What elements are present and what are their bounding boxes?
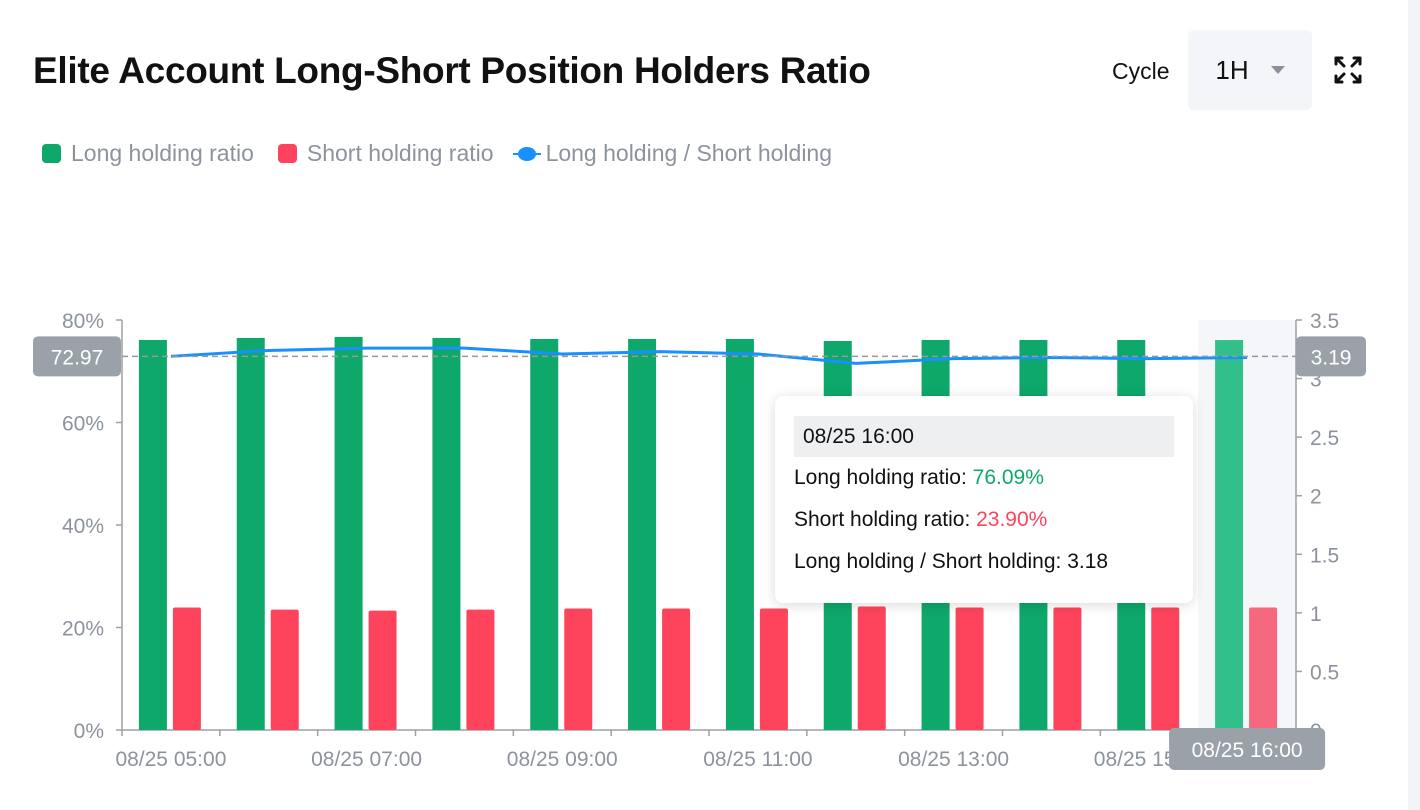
hover-band bbox=[1198, 320, 1296, 730]
tooltip-long-value: 76.09% bbox=[972, 466, 1044, 489]
y-right-tick-label: 1 bbox=[1310, 603, 1322, 626]
legend-marker-ratio bbox=[512, 146, 541, 161]
bar-long bbox=[236, 337, 265, 730]
tooltip: 08/25 16:00 Long holding ratio: 76.09% S… bbox=[775, 396, 1193, 603]
tooltip-long-row: Long holding ratio: 76.09% bbox=[794, 466, 1044, 490]
page-title: Elite Account Long-Short Position Holder… bbox=[33, 50, 871, 91]
tooltip-ratio-row: Long holding / Short holding: 3.18 bbox=[794, 550, 1108, 574]
bar-long bbox=[334, 336, 363, 730]
tooltip-short-value: 23.90% bbox=[976, 508, 1048, 531]
fullscreen-icon[interactable] bbox=[1332, 54, 1364, 86]
tooltip-short-row: Short holding ratio: 23.90% bbox=[794, 508, 1047, 532]
bar-long bbox=[1215, 340, 1244, 730]
scrollbar-track bbox=[1408, 0, 1420, 810]
cycle-label: Cycle bbox=[1112, 58, 1170, 84]
tooltip-ratio-value: 3.18 bbox=[1067, 550, 1109, 573]
bar-short bbox=[955, 607, 984, 730]
y-right-tick-label: 0.5 bbox=[1310, 661, 1339, 684]
ratio-line bbox=[170, 346, 1248, 365]
legend-label: Short holding ratio bbox=[306, 140, 494, 166]
crosshair-left-tag bbox=[33, 336, 121, 377]
bar-short bbox=[1053, 607, 1082, 730]
y-left-tick-label: 60% bbox=[62, 413, 104, 436]
y-right-tick-label: 3.5 bbox=[1310, 310, 1339, 333]
x-tick-label: 08/25 11:00 bbox=[703, 748, 812, 771]
y-left-tick-label: 40% bbox=[62, 515, 104, 538]
cycle-value: 1H bbox=[1215, 54, 1249, 85]
bar-long bbox=[725, 338, 754, 730]
y-right-tick-label: 2 bbox=[1310, 486, 1322, 509]
legend-label: Long holding ratio bbox=[71, 140, 254, 166]
legend-swatch-short bbox=[277, 144, 297, 163]
x-tick-label: 08/25 09:00 bbox=[507, 748, 618, 771]
x-tick-label: 08/25 05:00 bbox=[115, 748, 226, 771]
tooltip-label: Short holding ratio: bbox=[794, 508, 977, 531]
y-left-tick-label: 80% bbox=[62, 310, 104, 333]
bar-short bbox=[564, 608, 593, 730]
chart-legend: Long holding ratio Short holding ratio L… bbox=[42, 140, 832, 167]
x-tick-label: 08/25 07:00 bbox=[311, 748, 422, 771]
y-left-tick-label: 0% bbox=[74, 720, 104, 743]
legend-swatch-long bbox=[42, 144, 61, 163]
y-right-tick-label: 1.5 bbox=[1310, 544, 1339, 567]
crosshair-right-value: 3.19 bbox=[1311, 346, 1352, 369]
bar-short bbox=[1249, 607, 1278, 730]
bar-short bbox=[270, 609, 299, 730]
bar-short bbox=[1151, 607, 1180, 730]
crosshair-left-value: 72.97 bbox=[51, 346, 104, 369]
bar-long bbox=[530, 338, 559, 730]
bar-short bbox=[759, 608, 788, 730]
bar-short bbox=[857, 606, 886, 730]
tooltip-label: Long holding / Short holding: bbox=[794, 550, 1068, 573]
caret-down-icon bbox=[1270, 66, 1285, 74]
tooltip-time: 08/25 16:00 bbox=[794, 416, 1174, 457]
bar-long bbox=[432, 337, 461, 730]
cycle-dropdown[interactable]: 1H bbox=[1188, 30, 1312, 110]
tooltip-label: Long holding ratio: bbox=[794, 466, 973, 489]
bar-long bbox=[138, 339, 167, 730]
x-tick-label: 08/25 13:00 bbox=[898, 748, 1009, 771]
bar-long bbox=[628, 338, 657, 730]
legend-item-ratio[interactable]: Long holding / Short holding bbox=[512, 140, 833, 167]
y-left-tick-label: 20% bbox=[62, 618, 104, 641]
bar-short bbox=[466, 609, 495, 730]
legend-label: Long holding / Short holding bbox=[545, 140, 833, 166]
y-right-tick-label: 3 bbox=[1310, 369, 1322, 392]
y-right-tick-label: 2.5 bbox=[1310, 427, 1339, 450]
legend-item-long[interactable]: Long holding ratio bbox=[42, 140, 254, 167]
bar-short bbox=[662, 608, 691, 730]
crosshair-x-value: 08/25 16:00 bbox=[1192, 739, 1303, 762]
legend-item-short[interactable]: Short holding ratio bbox=[277, 140, 494, 167]
bar-short bbox=[172, 607, 201, 730]
crosshair-x-tag bbox=[1169, 728, 1326, 770]
bar-short bbox=[368, 610, 397, 730]
crosshair-right-tag bbox=[1296, 336, 1366, 377]
